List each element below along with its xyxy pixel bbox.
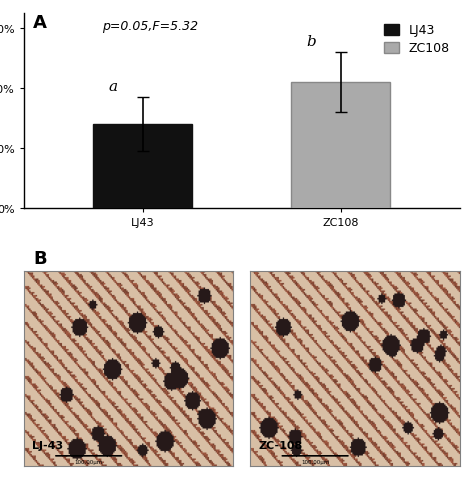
Bar <box>93 125 192 209</box>
Text: 100.00μm: 100.00μm <box>301 459 329 464</box>
Text: LJ-43: LJ-43 <box>32 440 63 450</box>
Text: A: A <box>33 14 47 32</box>
Text: b: b <box>306 35 316 49</box>
Text: a: a <box>109 80 118 94</box>
Text: 100.00μm: 100.00μm <box>74 459 103 464</box>
Text: ZC-108: ZC-108 <box>258 440 303 450</box>
Text: B: B <box>33 250 47 267</box>
Text: p=0.05,F=5.32: p=0.05,F=5.32 <box>102 20 198 33</box>
Legend: LJ43, ZC108: LJ43, ZC108 <box>380 21 454 59</box>
Bar <box>292 83 391 209</box>
